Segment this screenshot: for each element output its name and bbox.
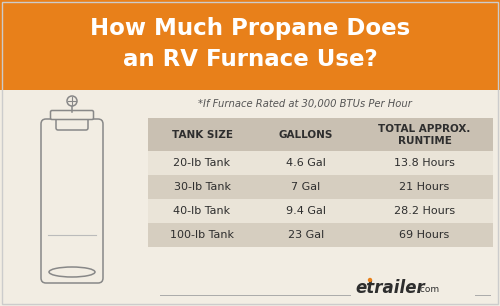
FancyBboxPatch shape (148, 175, 493, 199)
Text: an RV Furnace Use?: an RV Furnace Use? (122, 48, 378, 72)
FancyBboxPatch shape (148, 118, 493, 151)
Text: 9.4 Gal: 9.4 Gal (286, 206, 326, 216)
FancyBboxPatch shape (56, 116, 88, 130)
FancyBboxPatch shape (41, 119, 103, 283)
Text: 21 Hours: 21 Hours (400, 182, 450, 192)
Ellipse shape (49, 267, 95, 277)
Circle shape (368, 278, 372, 282)
Text: 40-lb Tank: 40-lb Tank (174, 206, 231, 216)
Text: TOTAL APPROX.: TOTAL APPROX. (378, 125, 470, 135)
Text: GALLONS: GALLONS (279, 129, 333, 140)
Text: 13.8 Hours: 13.8 Hours (394, 158, 455, 168)
Text: 30-lb Tank: 30-lb Tank (174, 182, 231, 192)
Text: 7 Gal: 7 Gal (292, 182, 320, 192)
Circle shape (67, 96, 77, 106)
Text: 69 Hours: 69 Hours (400, 230, 450, 240)
Text: etrailer: etrailer (355, 279, 425, 297)
FancyBboxPatch shape (148, 199, 493, 223)
Text: 100-lb Tank: 100-lb Tank (170, 230, 234, 240)
Text: *If Furnace Rated at 30,000 BTUs Per Hour: *If Furnace Rated at 30,000 BTUs Per Hou… (198, 99, 412, 109)
Text: 4.6 Gal: 4.6 Gal (286, 158, 326, 168)
Text: RUNTIME: RUNTIME (398, 136, 452, 147)
FancyBboxPatch shape (148, 151, 493, 175)
FancyBboxPatch shape (148, 223, 493, 247)
Text: 20-lb Tank: 20-lb Tank (174, 158, 231, 168)
FancyBboxPatch shape (50, 110, 94, 120)
Text: How Much Propane Does: How Much Propane Does (90, 17, 410, 39)
Text: .com: .com (417, 285, 439, 293)
FancyBboxPatch shape (0, 0, 500, 90)
Text: 28.2 Hours: 28.2 Hours (394, 206, 455, 216)
Text: 23 Gal: 23 Gal (288, 230, 324, 240)
Text: TANK SIZE: TANK SIZE (172, 129, 232, 140)
